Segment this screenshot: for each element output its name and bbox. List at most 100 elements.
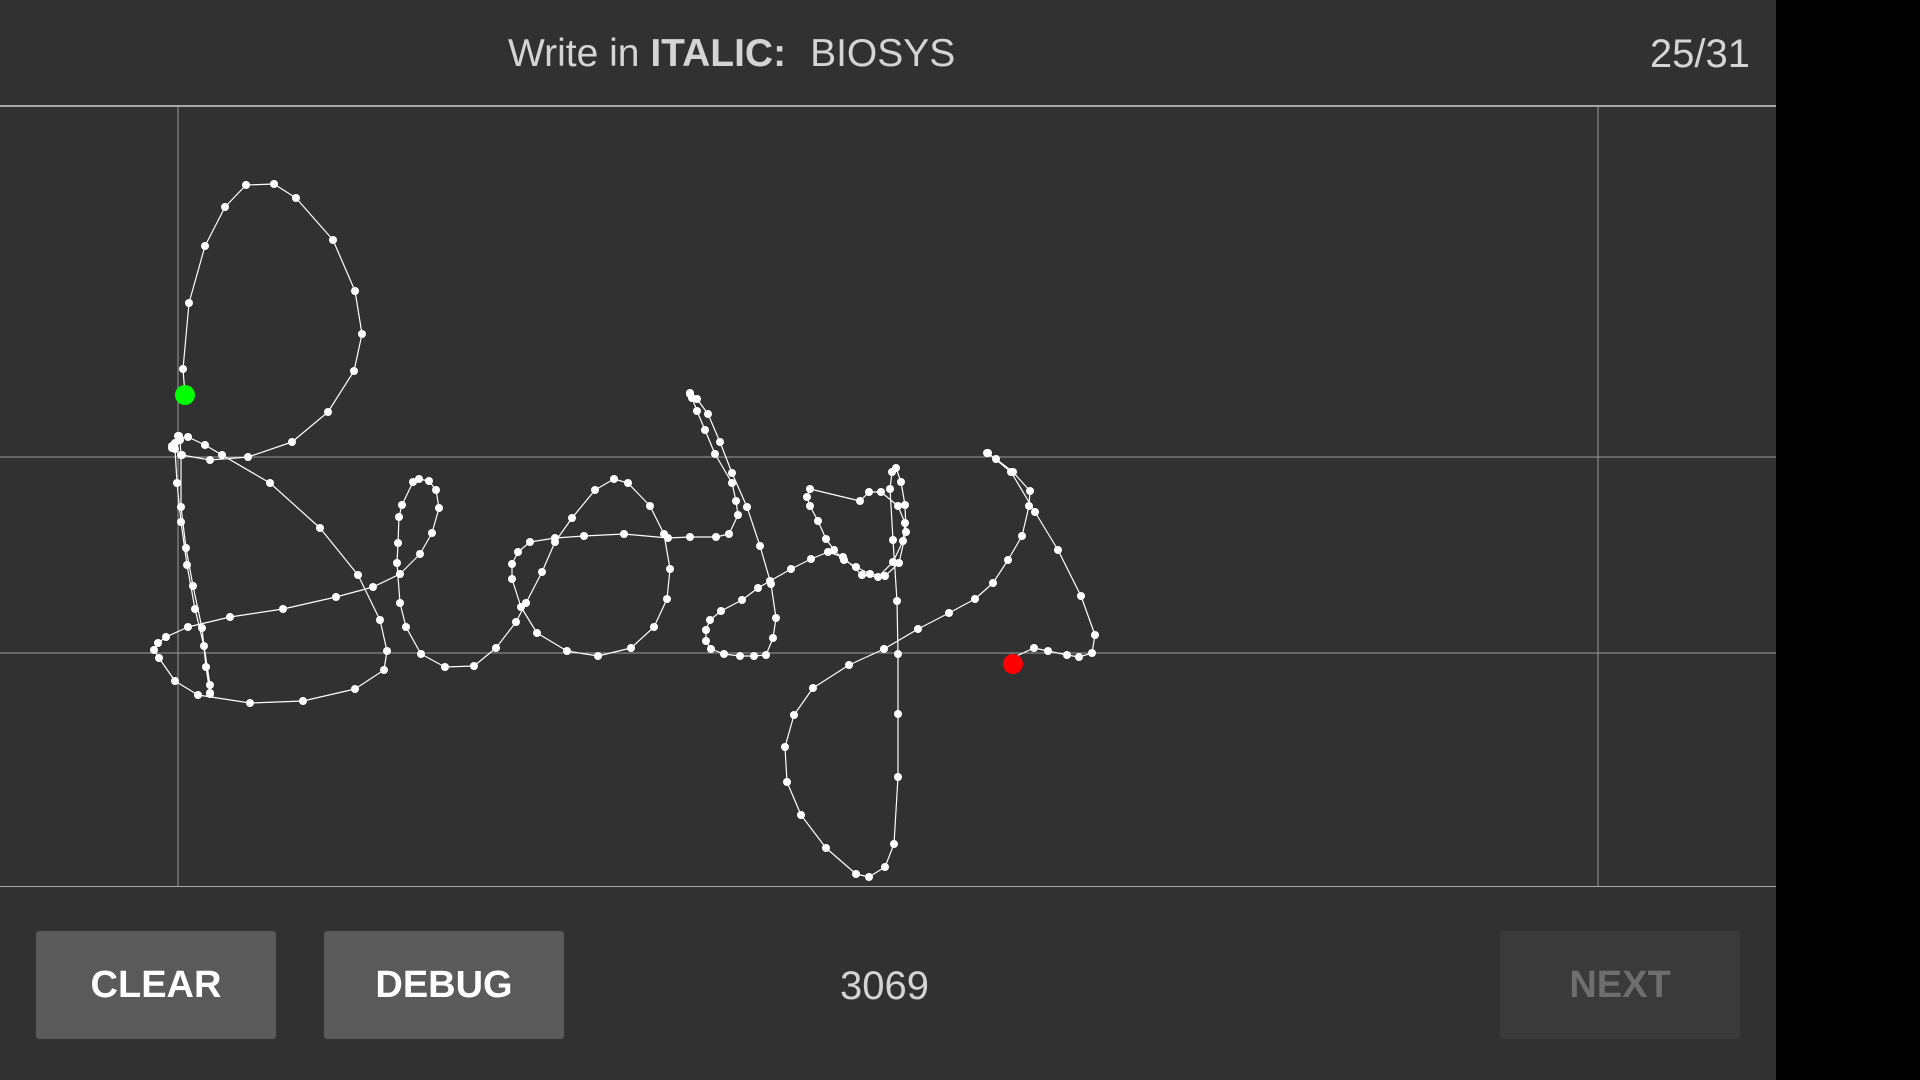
ink-sample-point (191, 605, 199, 613)
ink-sample-point (242, 181, 250, 189)
ink-sample-point (901, 501, 909, 509)
ink-sample-point (814, 517, 822, 525)
ink-sample-point (514, 548, 522, 556)
ink-sample-point (526, 538, 534, 546)
ink-sample-point (663, 595, 671, 603)
ink-sample-point (992, 455, 1000, 463)
ink-sample-point (470, 662, 478, 670)
ink-sample-point (865, 873, 873, 881)
ink-sample-point (894, 710, 902, 718)
ink-sample-point (728, 479, 736, 487)
ink-sample-points (150, 180, 1099, 881)
ink-sample-point (790, 711, 798, 719)
ink-sample-point (1031, 508, 1039, 516)
ink-sample-point (396, 599, 404, 607)
ink-surface[interactable] (0, 105, 1776, 887)
ink-sample-point (402, 623, 410, 631)
ink-sample-point (184, 433, 192, 441)
ink-sample-point (417, 650, 425, 658)
ink-sample-point (184, 623, 192, 631)
ink-sample-point (809, 684, 817, 692)
next-button[interactable]: NEXT (1500, 931, 1740, 1039)
ink-sample-point (914, 625, 922, 633)
ink-sample-point (664, 534, 672, 542)
ink-sample-point (383, 647, 391, 655)
ink-sample-point (432, 486, 440, 494)
prompt-style: ITALIC: (650, 32, 787, 75)
ink-sample-point (1088, 649, 1096, 657)
ink-sample-point (797, 811, 805, 819)
ink-sample-point (880, 645, 888, 653)
ink-sample-point (512, 618, 520, 626)
handwriting-canvas[interactable] (0, 105, 1776, 887)
ink-sample-point (686, 389, 694, 397)
ink-sample-point (189, 582, 197, 590)
ink-sample-point (852, 870, 860, 878)
ink-sample-point (830, 546, 838, 554)
ink-sample-point (173, 479, 181, 487)
ink-sample-point (989, 579, 997, 587)
ink-sample-point (1004, 556, 1012, 564)
ink-sample-point (1007, 468, 1015, 476)
ink-sample-point (324, 408, 332, 416)
ink-sample-point (711, 450, 719, 458)
ink-sample-point (376, 616, 384, 624)
ink-sample-point (350, 367, 358, 375)
ink-sample-point (591, 486, 599, 494)
ink-sample-point (807, 555, 815, 563)
clear-button[interactable]: CLEAR (36, 931, 276, 1039)
ink-sample-point (154, 639, 162, 647)
ink-sample-point (206, 690, 214, 698)
footer-bar: CLEAR DEBUG 3069 NEXT (0, 888, 1776, 1080)
ink-sample-point (738, 596, 746, 604)
ink-sample-point (218, 451, 226, 459)
ink-sample-point (329, 236, 337, 244)
ink-sample-point (551, 534, 559, 542)
ink-sample-point (183, 561, 191, 569)
ink-sample-point (624, 479, 632, 487)
ink-sample-point (171, 445, 179, 453)
ink-sample-point (292, 194, 300, 202)
progress-counter: 25/31 (1649, 32, 1750, 76)
ink-sample-point (845, 661, 853, 669)
ink-sample-point (858, 571, 866, 579)
ink-sample-point (299, 697, 307, 705)
ink-sample-point (351, 287, 359, 295)
ink-sample-point (945, 609, 953, 617)
ink-sample-point (610, 475, 618, 483)
stroke-end-marker (1003, 654, 1023, 674)
ink-sample-point (984, 449, 992, 457)
ink-sample-point (580, 532, 588, 540)
ink-sample-point (221, 203, 229, 211)
ink-sample-point (756, 542, 764, 550)
ink-sample-point (409, 478, 417, 486)
ink-sample-point (517, 603, 525, 611)
ink-sample-point (701, 426, 709, 434)
ink-sample-point (425, 477, 433, 485)
ink-sample-point (568, 514, 576, 522)
ink-sample-point (194, 691, 202, 699)
ink-sample-point (171, 677, 179, 685)
ink-sample-point (177, 451, 185, 459)
ink-sample-point (428, 529, 436, 537)
ink-sample-point (398, 501, 406, 509)
ink-sample-point (1054, 546, 1062, 554)
prompt-prefix: Write in (508, 32, 640, 75)
ink-sample-point (1026, 487, 1034, 495)
ink-sample-point (206, 681, 214, 689)
ink-sample-point (894, 773, 902, 781)
ink-sample-point (1063, 651, 1071, 659)
ink-sample-point (822, 535, 830, 543)
writing-prompt: Write in ITALIC: BIOSYS (508, 28, 955, 80)
ink-sample-point (686, 533, 694, 541)
ink-sample-point (750, 652, 758, 660)
ink-sample-point (394, 539, 402, 547)
ink-sample-point (881, 572, 889, 580)
ink-sample-point (150, 646, 158, 654)
ink-sample-point (787, 565, 795, 573)
ink-sample-point (1025, 502, 1033, 510)
debug-button[interactable]: DEBUG (324, 931, 564, 1039)
ink-sample-point (704, 410, 712, 418)
ink-sample-point (725, 530, 733, 538)
ink-sample-point (620, 530, 628, 538)
